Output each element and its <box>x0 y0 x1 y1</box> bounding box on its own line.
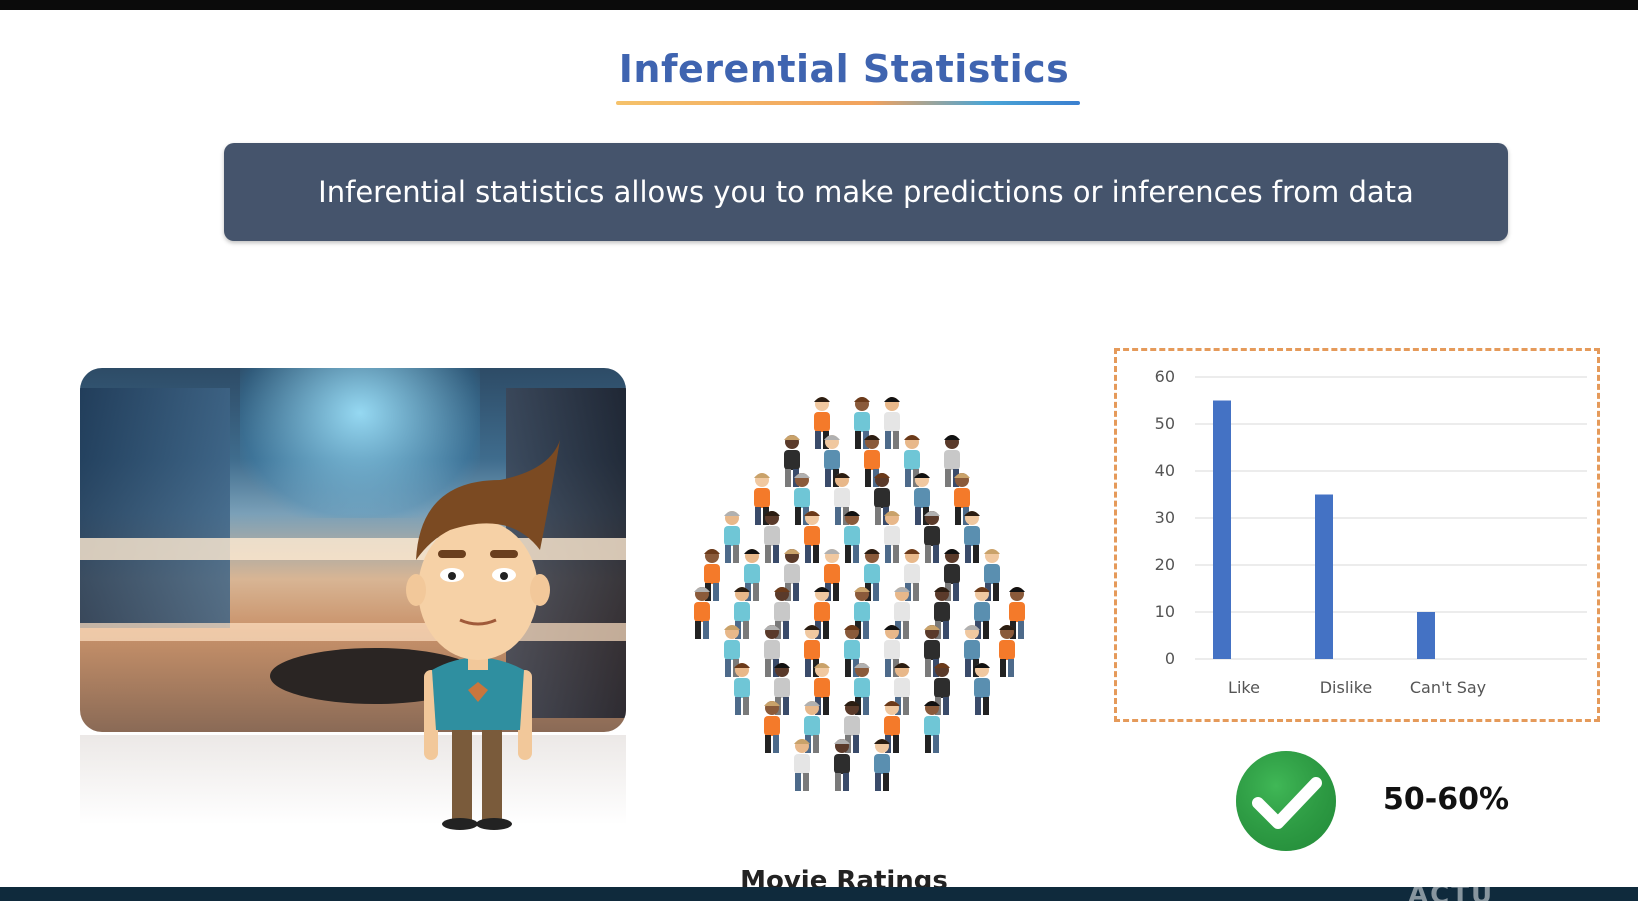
crowd-person <box>884 511 900 563</box>
crowd-person <box>904 549 920 601</box>
crowd-person <box>804 511 820 563</box>
y-tick-label: 0 <box>1165 649 1175 668</box>
crowd-person <box>764 511 780 563</box>
y-tick-label: 60 <box>1155 367 1175 386</box>
movie-ratings-chart: 0 10 20 30 40 50 60 Like Dislike Can't Say <box>1114 348 1600 722</box>
crowd-person <box>814 397 830 449</box>
bar-can-t-say <box>1417 612 1435 659</box>
y-tick-label: 30 <box>1155 508 1175 527</box>
crowd-person <box>834 473 850 525</box>
crowd-person <box>924 511 940 563</box>
crowd-person <box>884 701 900 753</box>
crowd-person <box>974 587 990 639</box>
y-tick-label: 40 <box>1155 461 1175 480</box>
x-tick-label: Dislike <box>1320 678 1373 697</box>
x-tick-label: Like <box>1228 678 1260 697</box>
result-percent: 50-60% <box>1383 782 1510 817</box>
crowd-person <box>844 511 860 563</box>
crowd-person <box>964 511 980 563</box>
crowd-person <box>834 739 850 791</box>
crowd-person <box>874 739 890 791</box>
photo-reflection <box>80 735 626 825</box>
x-tick-label: Can't Say <box>1410 678 1486 697</box>
crowd-person <box>884 397 900 449</box>
mall-skylight <box>240 368 480 518</box>
crowd-person <box>694 587 710 639</box>
definition-text: Inferential statistics allows you to mak… <box>318 175 1414 209</box>
y-tick-label: 50 <box>1155 414 1175 433</box>
crowd-person <box>734 663 750 715</box>
bar-like <box>1213 400 1231 659</box>
crowd-person <box>864 549 880 601</box>
crowd-person <box>999 625 1015 677</box>
check-circle-icon <box>1236 751 1336 851</box>
y-tick-label: 10 <box>1155 602 1175 621</box>
slide-title: Inferential Statistics <box>618 47 1070 91</box>
crowd-person <box>794 739 810 791</box>
definition-banner: Inferential statistics allows you to mak… <box>224 143 1508 241</box>
bar-chart-svg: 0 10 20 30 40 50 60 Like Dislike Can't Say <box>1155 367 1587 697</box>
crowd-person <box>724 511 740 563</box>
cartoon-man-illustration <box>406 440 560 830</box>
crowd-person <box>894 663 910 715</box>
crowd-of-people-illustration <box>694 397 1025 791</box>
crowd-person <box>764 701 780 753</box>
brand-watermark: ACTU <box>1408 880 1495 910</box>
bar-dislike <box>1315 494 1333 659</box>
bottom-bar <box>0 887 1638 901</box>
crowd-person <box>924 701 940 753</box>
top-bar <box>0 0 1638 10</box>
y-tick-label: 20 <box>1155 555 1175 574</box>
crowd-person <box>974 663 990 715</box>
mall-left-wall <box>80 388 230 628</box>
title-underline <box>616 101 1080 105</box>
